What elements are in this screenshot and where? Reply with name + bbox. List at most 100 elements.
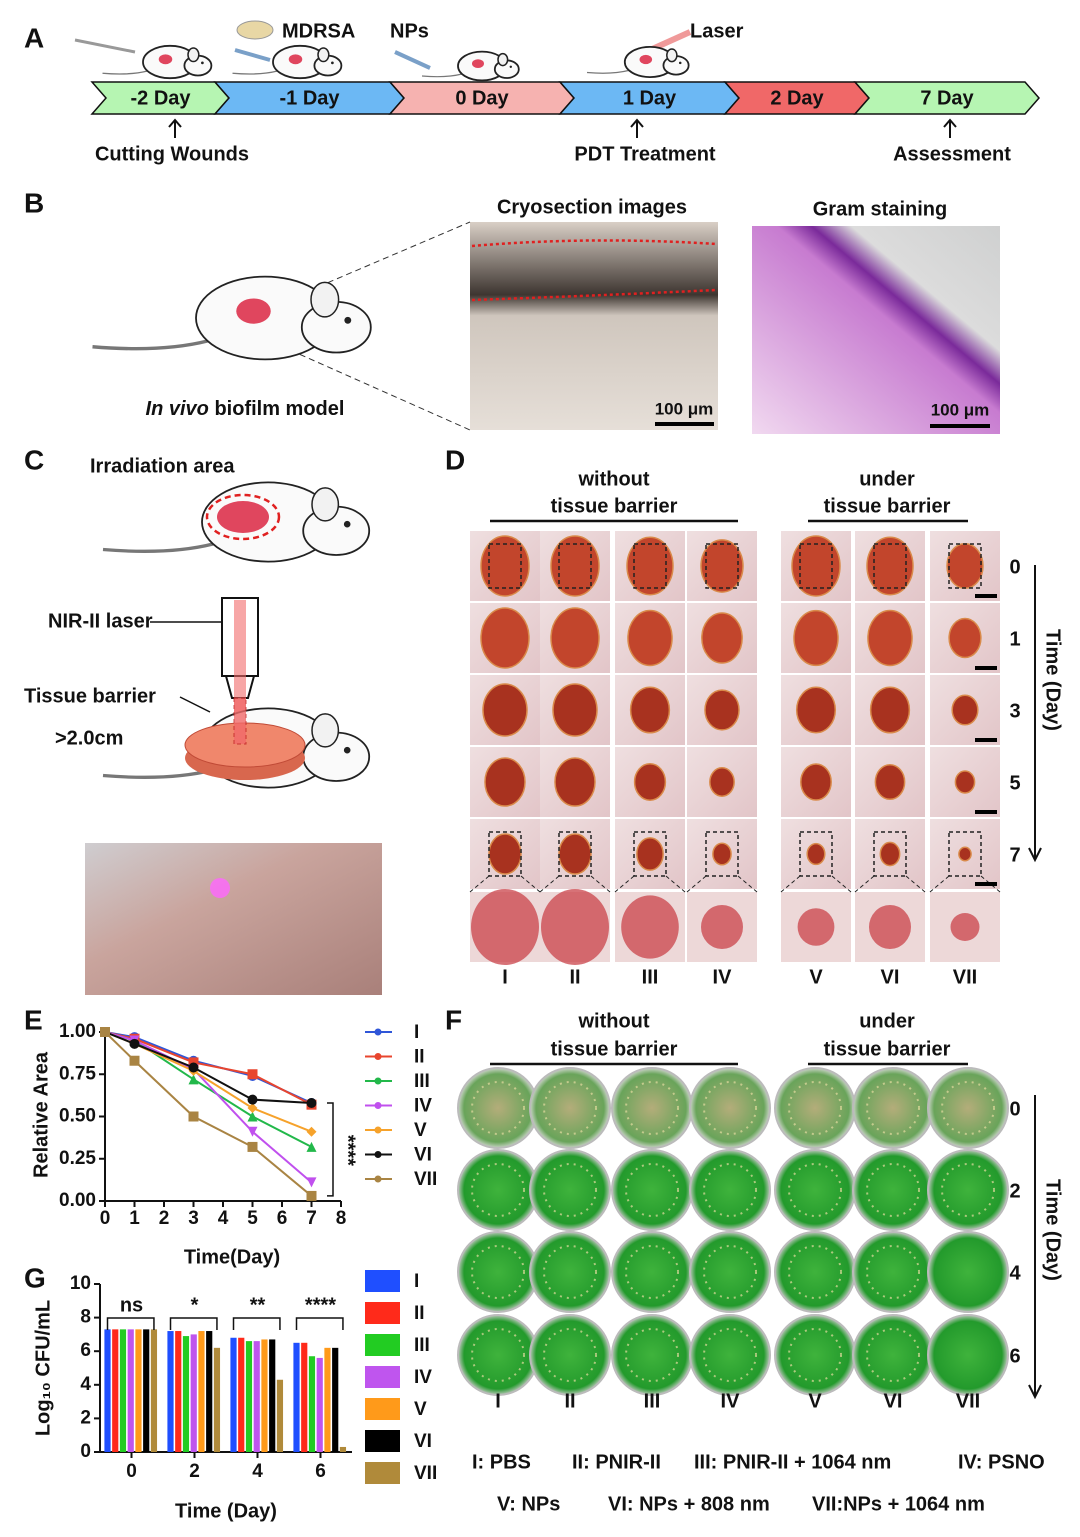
legend-label: I bbox=[414, 1022, 419, 1043]
marker bbox=[306, 1126, 317, 1137]
day-label: 1 bbox=[1009, 628, 1020, 650]
panel-label: E bbox=[24, 1004, 43, 1035]
panel-label: B bbox=[24, 187, 44, 218]
annotation: Tissue barrier bbox=[24, 685, 156, 707]
bar bbox=[190, 1334, 197, 1452]
wound-zoom-area bbox=[541, 889, 609, 965]
wound bbox=[639, 54, 653, 65]
wound bbox=[712, 842, 732, 866]
panel-label: G bbox=[24, 1262, 46, 1293]
wound-zoom-area bbox=[797, 908, 835, 946]
agar-plate bbox=[852, 1067, 934, 1149]
timeline-top-label: Laser bbox=[690, 20, 744, 42]
significance-label: **** bbox=[337, 1135, 359, 1166]
agar-plate bbox=[689, 1314, 771, 1396]
mouse-ear bbox=[317, 47, 330, 63]
biofilm-outline bbox=[471, 239, 717, 302]
colony-texture bbox=[543, 1328, 597, 1382]
marker bbox=[306, 1177, 317, 1188]
legend-swatch bbox=[365, 1334, 400, 1356]
agar-plate bbox=[774, 1067, 856, 1149]
timeline-stage-label: 0 Day bbox=[455, 87, 509, 109]
mouse-eye bbox=[201, 61, 204, 65]
bar bbox=[293, 1342, 300, 1452]
group-header: tissue barrier bbox=[824, 1038, 951, 1060]
x-tick-label: 0 bbox=[126, 1461, 137, 1482]
legend-label: III bbox=[414, 1071, 430, 1092]
legend-label: II bbox=[414, 1047, 425, 1068]
wound bbox=[626, 536, 674, 596]
day-label: 3 bbox=[1009, 700, 1020, 722]
legend-marker bbox=[374, 1053, 382, 1060]
timeline-stage-label: -1 Day bbox=[279, 87, 340, 109]
bar bbox=[253, 1341, 260, 1452]
colony-texture bbox=[703, 1081, 757, 1135]
bar bbox=[276, 1379, 284, 1452]
wound bbox=[550, 535, 600, 597]
y-tick-label: 0.00 bbox=[59, 1190, 96, 1211]
significance-label: ns bbox=[120, 1294, 143, 1316]
panel-label: D bbox=[445, 444, 465, 475]
wound bbox=[946, 543, 984, 589]
marker bbox=[306, 1141, 317, 1152]
axis-label: Time (Day) bbox=[1042, 629, 1064, 731]
wound bbox=[484, 757, 526, 807]
marker bbox=[188, 1057, 199, 1068]
colony-texture bbox=[625, 1081, 679, 1135]
bar bbox=[175, 1331, 182, 1452]
legend-swatch bbox=[365, 1398, 400, 1420]
agar-plate bbox=[927, 1314, 1009, 1396]
legend-key: II: PNIR-II bbox=[572, 1451, 661, 1473]
timeline-stage-label: -2 Day bbox=[130, 87, 191, 109]
annotation: >2.0cm bbox=[55, 727, 123, 749]
bar bbox=[324, 1347, 331, 1452]
bar bbox=[150, 1329, 158, 1452]
bar bbox=[112, 1329, 119, 1452]
irradiation-area bbox=[217, 501, 269, 533]
agar-plate bbox=[927, 1067, 1009, 1149]
bar bbox=[301, 1342, 308, 1452]
agar-plate bbox=[774, 1149, 856, 1231]
group-label: VI bbox=[881, 966, 900, 988]
legend-swatch bbox=[365, 1270, 400, 1292]
axis-label: Time (Day) bbox=[1042, 1179, 1064, 1281]
wound bbox=[958, 846, 972, 862]
annotation: Irradiation area bbox=[90, 455, 235, 477]
mouse-eye bbox=[344, 316, 352, 324]
wound bbox=[869, 686, 911, 734]
timeline-icons bbox=[74, 20, 692, 70]
marker bbox=[247, 1141, 258, 1152]
mouse-tail bbox=[102, 768, 214, 779]
panel-label: F bbox=[445, 1004, 462, 1035]
bar bbox=[339, 1446, 347, 1452]
mouse-eye bbox=[331, 61, 334, 65]
bar bbox=[143, 1329, 150, 1452]
agar-plate bbox=[611, 1149, 693, 1231]
wound bbox=[558, 833, 592, 875]
wound bbox=[795, 686, 837, 734]
crop-box bbox=[705, 543, 739, 589]
x-tick-label: 2 bbox=[189, 1461, 200, 1482]
wound bbox=[954, 770, 976, 794]
colony-texture bbox=[866, 1163, 920, 1217]
pointer bbox=[179, 696, 211, 713]
scale-bar-label: 100 μm bbox=[931, 400, 990, 419]
time-arrow bbox=[1028, 1095, 1042, 1400]
colony-texture bbox=[703, 1163, 757, 1217]
wound bbox=[701, 612, 743, 664]
mouse-ear bbox=[311, 713, 340, 748]
series-line bbox=[104, 1031, 313, 1184]
colony-texture bbox=[788, 1328, 842, 1382]
wound bbox=[874, 763, 906, 801]
y-tick-label: 0 bbox=[80, 1441, 91, 1462]
x-tick-label: 6 bbox=[315, 1461, 326, 1482]
agar-plate bbox=[852, 1231, 934, 1313]
timeline-stage-label: 1 Day bbox=[623, 87, 677, 109]
wound bbox=[800, 763, 832, 801]
y-tick-label: 1.00 bbox=[59, 1021, 96, 1042]
wound bbox=[629, 686, 671, 734]
legend-label: VII bbox=[414, 1169, 437, 1190]
legend-key: V: NPs bbox=[497, 1493, 560, 1515]
wound bbox=[472, 59, 484, 68]
